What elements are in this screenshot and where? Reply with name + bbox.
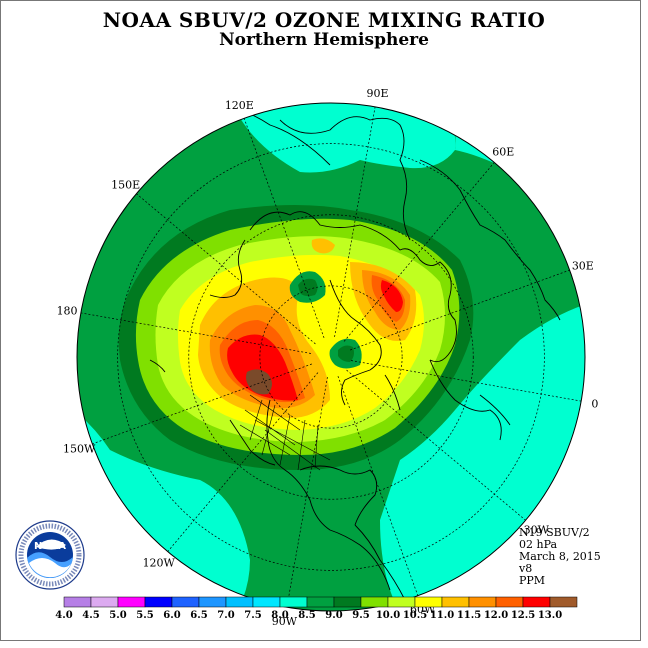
colorbar-tick: 7.0 (217, 610, 234, 621)
colorbar-swatch (549, 596, 578, 608)
figure-frame (0, 0, 641, 641)
info-instrument: N19 SBUV/2 (519, 526, 590, 539)
colorbar-tick: 6.5 (190, 610, 207, 621)
colorbar-swatch (279, 596, 308, 608)
info-units: PPM (519, 574, 546, 587)
colorbar-tick: 10.5 (403, 610, 427, 621)
longitude-label: 180 (57, 304, 78, 317)
colorbar-tick: 8.0 (271, 610, 288, 621)
colorbar-tick: 9.0 (325, 610, 342, 621)
colorbar-tick: 4.0 (55, 610, 72, 621)
colorbar-swatch (252, 596, 281, 608)
colorbar-tick: 5.5 (136, 610, 153, 621)
longitude-label: 150E (111, 179, 140, 192)
colorbar-swatch (144, 596, 173, 608)
colorbar-tick: 13.0 (538, 610, 562, 621)
map-boundary (76, 102, 586, 612)
graticule (80, 106, 582, 608)
colorbar-swatch (171, 596, 200, 608)
colorbar-tick: 4.5 (82, 610, 99, 621)
longitude-label: 90W (272, 615, 298, 628)
colorbar-swatch (117, 596, 146, 608)
colorbar-swatch (468, 596, 497, 608)
colorbar-swatch (225, 596, 254, 608)
map-subtitle: Northern Hemisphere (219, 30, 429, 50)
colorbar-tick: 12.5 (511, 610, 535, 621)
colorbar-swatch (63, 596, 92, 608)
colorbar-tick: 11.5 (457, 610, 481, 621)
longitude-label: 90E (367, 87, 389, 100)
longitude-label: 30E (572, 259, 594, 272)
country-borders (239, 394, 331, 471)
colorbar-swatch (360, 596, 389, 608)
longitude-label: 0 (591, 398, 598, 411)
colorbar-tick: 10.0 (376, 610, 400, 621)
colorbar-swatch (90, 596, 119, 608)
colorbar: 4.0 4.5 5.0 5.5 6.0 6.5 7.0 7.5 8.0 8.5 9.0 9.5 10.0… (55, 596, 578, 621)
longitude-label: 120W (143, 556, 176, 569)
info-version: v8 (519, 562, 533, 575)
colorbar-swatch (198, 596, 227, 608)
colorbar-tick: 7.5 (244, 610, 261, 621)
colorbar-swatch (522, 596, 551, 608)
colorbar-tick: 5.0 (109, 610, 126, 621)
colorbar-tick: 12.0 (484, 610, 508, 621)
logo-text: NOAA (34, 541, 66, 552)
colorbar-tick: 9.5 (352, 610, 369, 621)
noaa-logo: NOAA (15, 520, 85, 590)
info-level: 02 hPa (519, 538, 558, 551)
colorbar-tick: 11.0 (430, 610, 454, 621)
colorbar-swatch (441, 596, 470, 608)
longitude-label: 30W (524, 523, 550, 536)
colorbar-tick: 6.0 (163, 610, 180, 621)
colorbar-swatch (414, 596, 443, 608)
colorbar-swatch (306, 596, 335, 608)
longitude-label: 150W (63, 443, 96, 456)
longitude-label: 120E (225, 99, 254, 112)
info-date: March 8, 2015 (519, 550, 601, 563)
info-block: N19 SBUV/2 02 hPa March 8, 2015 v8 PPM (519, 527, 601, 587)
colorbar-swatch (387, 596, 416, 608)
colorbar-swatch (495, 596, 524, 608)
longitude-label: 60E (492, 146, 514, 159)
colorbar-tick: 8.5 (298, 610, 315, 621)
map-title: NOAA SBUV/2 OZONE MIXING RATIO (102, 8, 546, 32)
coastlines (149, 103, 561, 611)
colorbar-swatch (333, 596, 362, 608)
